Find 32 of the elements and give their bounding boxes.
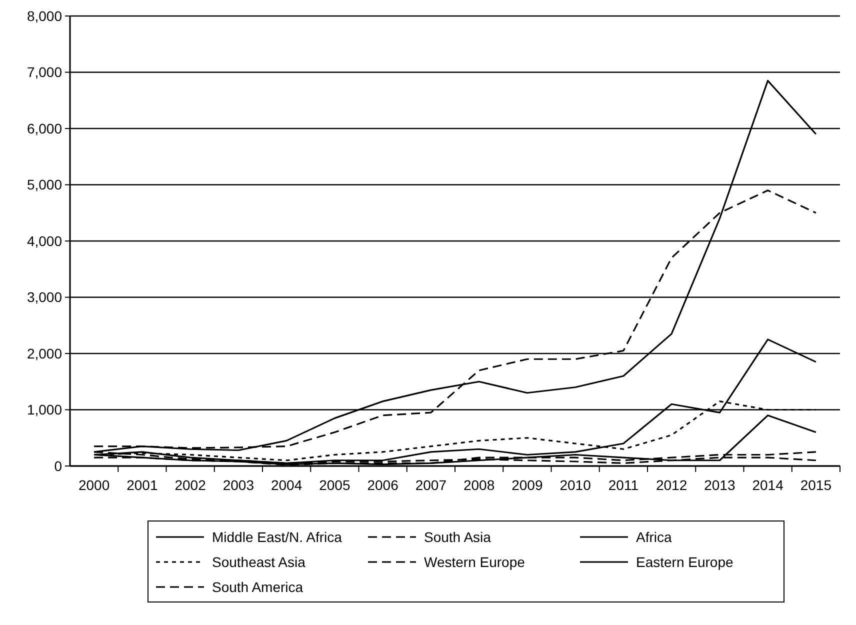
x-tick-label: 2012 xyxy=(656,477,688,493)
y-tick-label: 0 xyxy=(54,458,62,474)
y-tick-label: 6,000 xyxy=(26,120,62,136)
legend-label: Middle East/N. Africa xyxy=(212,528,342,545)
x-tick-label: 2000 xyxy=(78,477,110,493)
x-tick-label: 2001 xyxy=(126,477,158,493)
x-tick-label: 2003 xyxy=(222,477,254,493)
y-tick-label: 3,000 xyxy=(26,289,62,306)
x-tick-label: 2011 xyxy=(608,477,639,493)
x-tick-label: 2009 xyxy=(512,477,543,493)
y-tick-label: 8,000 xyxy=(26,8,62,24)
x-tick-label: 2010 xyxy=(560,477,592,493)
legend-label: Eastern Europe xyxy=(636,554,734,570)
y-tick-label: 7,000 xyxy=(26,64,62,80)
x-tick-label: 2004 xyxy=(270,477,302,493)
y-tick-label: 2,000 xyxy=(26,345,62,362)
x-tick-label: 2014 xyxy=(752,477,784,493)
x-tick-label: 2005 xyxy=(319,477,350,493)
legend-label: South Asia xyxy=(424,528,492,545)
legend-label: South America xyxy=(212,578,304,595)
y-tick-label: 1,000 xyxy=(26,402,62,418)
legend-label: Western Europe xyxy=(424,554,526,570)
legend-label: Africa xyxy=(636,528,672,545)
x-tick-label: 2015 xyxy=(800,477,832,493)
x-tick-label: 2002 xyxy=(174,477,206,493)
x-tick-label: 2008 xyxy=(463,477,495,493)
x-tick-label: 2013 xyxy=(704,477,736,493)
x-tick-label: 2006 xyxy=(367,477,399,493)
legend-label: Southeast Asia xyxy=(212,554,306,570)
y-tick-label: 4,000 xyxy=(26,232,62,249)
x-tick-label: 2007 xyxy=(415,477,447,493)
y-tick-label: 5,000 xyxy=(26,176,62,193)
